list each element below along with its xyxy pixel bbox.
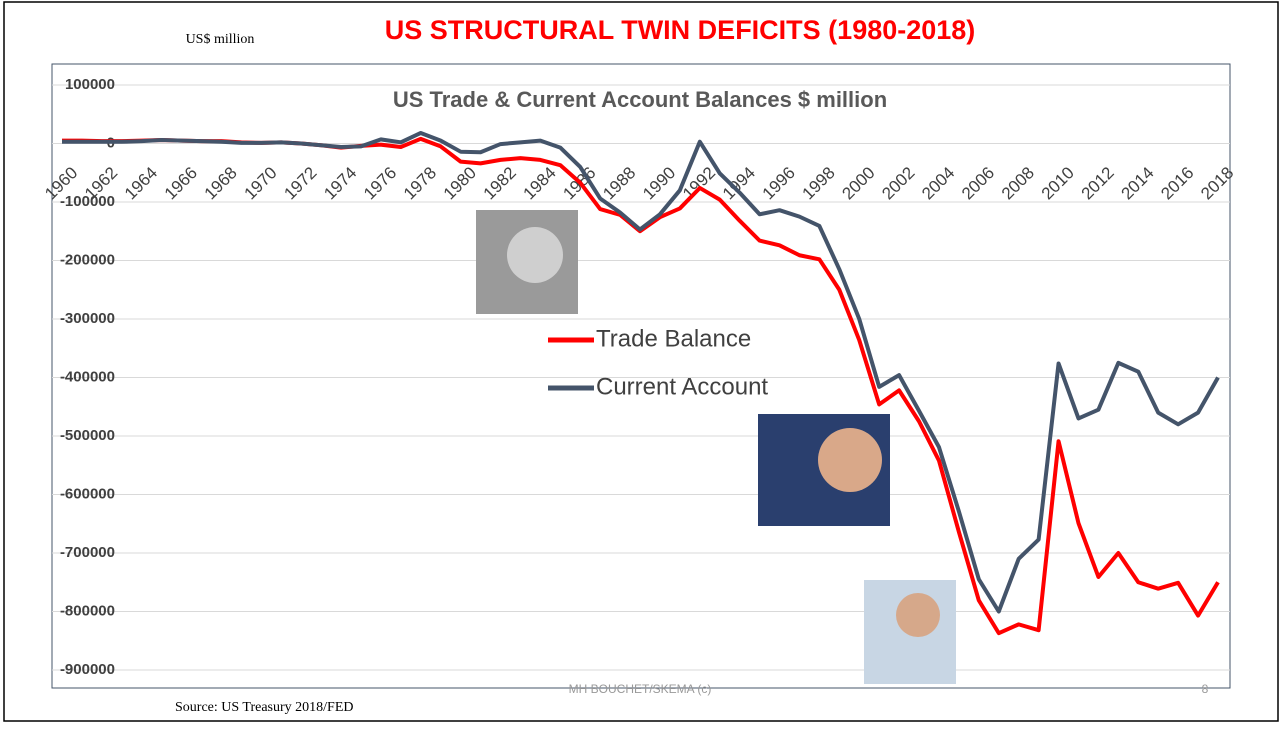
unit-note: US$ million	[186, 32, 255, 47]
y-tick-label: -500000	[60, 427, 115, 444]
photo-face	[507, 227, 563, 283]
y-tick-label: -600000	[60, 485, 115, 502]
page-number: 8	[1202, 682, 1209, 696]
photo-face	[896, 593, 940, 637]
legend-label: Current Account	[596, 373, 768, 400]
y-tick-label: -200000	[60, 251, 115, 268]
slide-border	[3, 1, 1279, 722]
plot-frame	[51, 63, 1231, 689]
y-tick-label: -100000	[60, 193, 115, 210]
series-line	[62, 130, 1220, 614]
slide-title: US STRUCTURAL TWIN DEFICITS (1980-2018)	[385, 15, 976, 45]
y-tick-label: 100000	[65, 76, 115, 93]
photo-face	[818, 428, 882, 492]
chart-title: US Trade & Current Account Balances $ mi…	[393, 87, 887, 112]
y-tick-label: -700000	[60, 544, 115, 561]
y-tick-label: -900000	[60, 661, 115, 678]
source: Source: US Treasury 2018/FED	[175, 700, 354, 715]
footer: MH BOUCHET/SKEMA (c)	[569, 682, 712, 696]
y-tick-label: -400000	[60, 368, 115, 385]
y-tick-label: -800000	[60, 602, 115, 619]
legend-label: Trade Balance	[596, 325, 751, 352]
y-tick-label: -300000	[60, 310, 115, 327]
